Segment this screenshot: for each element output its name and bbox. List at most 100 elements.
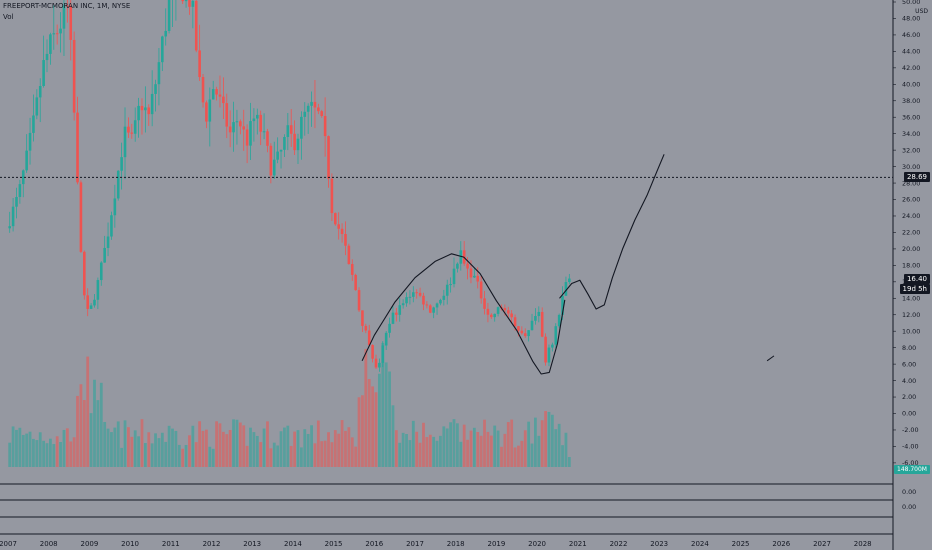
volume-bar (143, 443, 147, 467)
volume-bar (55, 436, 59, 467)
y-tick-label: 4.00 (902, 377, 916, 385)
candle-body (130, 132, 134, 134)
volume-indicator-label[interactable]: Vol (3, 13, 14, 21)
candle-body (334, 213, 337, 225)
candle-body (245, 129, 249, 146)
volume-bar (517, 445, 520, 467)
volume-bar (65, 428, 69, 467)
candle-body (408, 296, 412, 298)
candle-body (320, 111, 324, 117)
volume-bar (215, 421, 218, 467)
time-axis[interactable]: 2007 2008 2009 2010 2011 2012 2013 2014 2015 2016… (0, 533, 893, 548)
currency-label: USD (915, 8, 928, 15)
candle-body (323, 116, 327, 137)
y-tick-label: 22.00 (902, 229, 920, 237)
volume-bar (361, 395, 364, 467)
volume-bar (357, 397, 361, 467)
candle-body (113, 198, 117, 216)
level-price-badge: 28.69 (903, 172, 930, 183)
volume-bar (198, 421, 202, 467)
candle-body (218, 94, 222, 97)
drawn-small-stroke[interactable] (766, 355, 775, 362)
volume-bar (130, 436, 134, 467)
candle-body (150, 93, 154, 115)
volume-bar (38, 432, 42, 467)
price-axis[interactable]: 50.00 48.00 46.00 44.00 42.00 40.00 38.00 36.00… (893, 0, 920, 467)
candle-body (286, 125, 290, 138)
candle-body (211, 89, 215, 100)
volume-value-badge: 148.700M (894, 465, 930, 474)
candle-body (123, 126, 127, 158)
volume-bar (306, 433, 310, 467)
volume-bar (520, 440, 524, 467)
candle-body (503, 308, 507, 311)
y-tick-label: 32.00 (902, 146, 920, 154)
candle-body (269, 145, 273, 176)
x-tick-label: 2020 (528, 540, 546, 548)
volume-bar (344, 430, 347, 467)
volume-bar (18, 427, 22, 467)
drawings (361, 154, 775, 375)
candle-body (76, 112, 79, 183)
volume-bar (469, 430, 473, 467)
volume-bar (150, 443, 154, 467)
volume-bar (384, 362, 388, 467)
candle-body (327, 136, 330, 179)
x-tick-label: 2023 (650, 540, 668, 548)
volume-bar (503, 433, 507, 467)
candle-body (225, 103, 229, 127)
volume-bar (286, 425, 290, 467)
x-tick-label: 2024 (691, 540, 709, 548)
candle-body (249, 121, 252, 146)
candle-body (486, 308, 490, 315)
candle-body (530, 320, 534, 331)
candle-body (493, 313, 497, 318)
candle-body (364, 325, 368, 331)
candle-body (551, 344, 554, 348)
candle-body (239, 121, 242, 127)
volume-bar (544, 411, 547, 467)
volume-bar (32, 438, 35, 467)
candle-body (432, 307, 435, 313)
volume-bar (171, 428, 174, 467)
x-tick-label: 2012 (203, 540, 221, 548)
candle-body (120, 157, 123, 171)
volume-bar (25, 433, 29, 467)
candle-body (99, 262, 103, 281)
candle-body (367, 330, 371, 346)
x-tick-label: 2009 (80, 540, 98, 548)
candle-body (381, 345, 385, 363)
candle-body (157, 62, 161, 85)
candle-body (347, 245, 351, 265)
candle-body (144, 107, 147, 111)
drawn-projection-curve[interactable] (559, 154, 665, 310)
volume-bar (534, 417, 537, 467)
y-tick-label: 24.00 (902, 212, 920, 220)
volume-bar (164, 441, 168, 467)
candle-body (255, 114, 259, 119)
candle-body (222, 96, 225, 104)
drawn-arc-curve[interactable] (361, 253, 566, 375)
y-tick-label: 40.00 (902, 81, 920, 89)
x-tick-label: 2021 (569, 540, 587, 548)
candle-body (442, 295, 446, 300)
y-tick-label: 18.00 (902, 262, 920, 270)
candle-body (140, 105, 144, 111)
x-tick-label: 2014 (284, 540, 302, 548)
candle-body (476, 275, 480, 282)
volume-bar (69, 441, 73, 467)
x-tick-label: 2018 (447, 540, 465, 548)
volume-bar (567, 457, 571, 467)
candle-body (45, 53, 49, 61)
candle-body (378, 362, 381, 368)
candle-body (93, 299, 96, 306)
volume-bar (418, 442, 422, 467)
volume-bar (238, 422, 242, 467)
volume-bar (137, 436, 140, 467)
volume-bar (228, 430, 232, 467)
candle-body (11, 206, 15, 227)
candle-body (350, 264, 354, 275)
candle-body (15, 196, 18, 207)
